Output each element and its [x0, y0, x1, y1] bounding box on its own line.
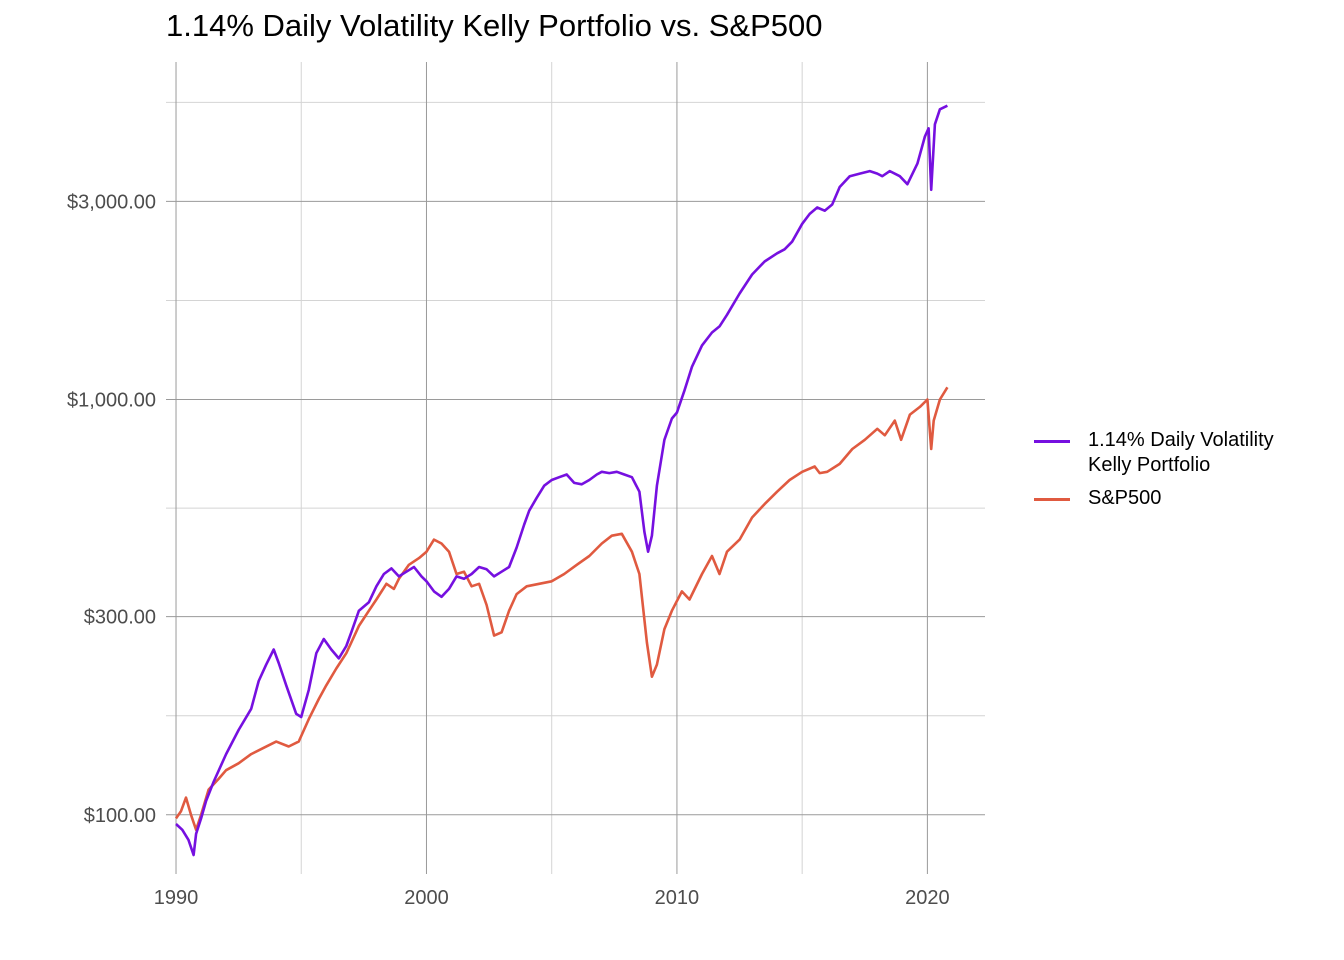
major-gridlines — [166, 62, 985, 874]
legend-label-kelly: 1.14% Daily Volatility Kelly Portfolio — [1088, 429, 1274, 476]
legend-label-sp500: S&P500 — [1088, 487, 1162, 509]
x-tick-label: 2000 — [404, 887, 449, 909]
x-tick-label: 1990 — [154, 887, 199, 909]
y-axis-tick-labels: $100.00 $300.00 $1,000.00 $3,000.00 — [67, 191, 156, 826]
legend-swatch-kelly — [1034, 440, 1070, 443]
x-tick-label: 2010 — [655, 887, 700, 909]
chart-legend: 1.14% Daily Volatility Kelly Portfolio S… — [1032, 428, 1318, 519]
series-line-sp500 — [174, 386, 949, 832]
series-layer — [174, 104, 949, 857]
legend-item-kelly: 1.14% Daily Volatility Kelly Portfolio — [1032, 428, 1318, 478]
y-tick-label: $100.00 — [84, 805, 156, 827]
minor-gridlines — [166, 62, 985, 874]
chart-title: 1.14% Daily Volatility Kelly Portfolio v… — [166, 8, 823, 43]
legend-swatch-sp500 — [1034, 498, 1070, 501]
series-line-kelly — [175, 104, 948, 857]
y-tick-label: $3,000.00 — [67, 191, 156, 213]
legend-item-sp500: S&P500 — [1032, 486, 1318, 511]
y-tick-label: $1,000.00 — [67, 390, 156, 412]
y-tick-label: $300.00 — [84, 607, 156, 629]
x-tick-label: 2020 — [905, 887, 950, 909]
legend-key-sp500 — [1032, 486, 1072, 506]
legend-key-kelly — [1032, 428, 1072, 448]
x-axis-tick-labels: 1990 2000 2010 2020 — [154, 887, 950, 909]
